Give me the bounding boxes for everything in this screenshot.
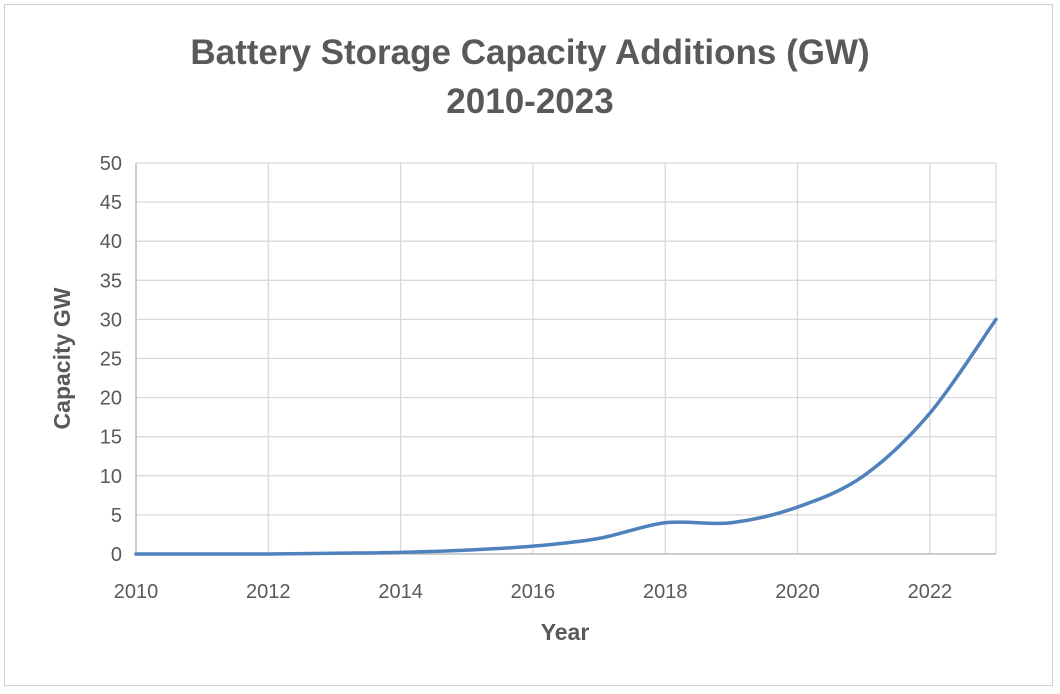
- y-tick-label: 40: [100, 231, 122, 253]
- x-tick-label: 2018: [643, 581, 688, 603]
- y-tick-label: 35: [100, 270, 122, 292]
- y-tick-label: 5: [111, 505, 122, 527]
- y-tick-label: 30: [100, 309, 122, 331]
- gridlines: [135, 162, 997, 555]
- x-tick-label: 2020: [775, 581, 820, 603]
- chart-title: Battery Storage Capacity Additions (GW): [190, 33, 870, 72]
- y-tick-label: 10: [100, 466, 122, 488]
- chart-subtitle: 2010-2023: [446, 82, 614, 121]
- y-tick-label: 45: [100, 192, 122, 214]
- y-tick-label: 50: [100, 153, 122, 175]
- x-tick-label: 2012: [246, 581, 291, 603]
- series-layer: [134, 317, 998, 556]
- x-tick-label: 2010: [114, 581, 159, 603]
- y-tick-label: 15: [100, 427, 122, 449]
- x-axis-label: Year: [541, 619, 590, 645]
- series-line: [134, 317, 998, 556]
- y-tick-labels: 0 5 10 15 20 25 30 35 40 45 50: [100, 153, 122, 566]
- y-tick-label: 25: [100, 349, 122, 371]
- x-tick-label: 2022: [908, 581, 953, 603]
- y-axis-label: Capacity GW: [49, 287, 75, 429]
- x-tick-label: 2014: [378, 581, 423, 603]
- x-tick-label: 2016: [511, 581, 556, 603]
- y-tick-label: 20: [100, 388, 122, 410]
- chart-frame: [4, 4, 1053, 686]
- x-tick-labels: 2010 2012 2014 2016 2018 2020 2022: [114, 581, 952, 603]
- y-tick-label: 0: [111, 544, 122, 566]
